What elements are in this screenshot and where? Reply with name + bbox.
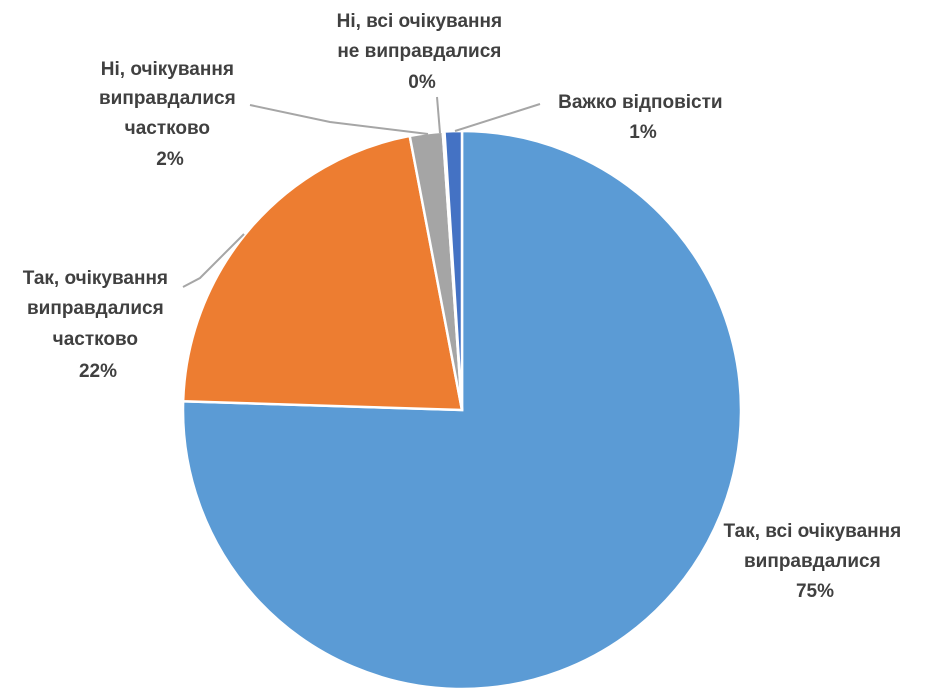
slice-label-line: частково <box>53 329 138 350</box>
leader-line-not-met <box>436 96 441 134</box>
slice-label-line: Ні, всі очікування <box>337 11 502 32</box>
slice-label-line: Важко відповісти <box>558 92 723 113</box>
slice-percent-label: 2% <box>156 149 184 170</box>
slice-percent-label: 0% <box>408 72 436 93</box>
leader-lines <box>182 96 541 288</box>
slice-label-fully-met: Так, всі очікування виправдалися 75% <box>724 521 907 602</box>
slice-label-line: виправдалися <box>27 298 164 319</box>
slice-label-line: виправдалися <box>744 551 881 572</box>
slice-label-not-met: Ні, всі очікування не виправдалися 0% <box>337 11 508 93</box>
slice-label-line: Ні, очікування <box>101 59 234 80</box>
pie-slice-hard-to-say <box>443 129 464 411</box>
slice-label-line: частково <box>125 118 210 139</box>
slice-label-partially-met: Так, очікування виправдалися частково 22… <box>23 268 174 382</box>
slice-label-line: Так, очікування <box>23 268 168 289</box>
slice-label-hard-to-say: Важко відповісти 1% <box>558 92 728 143</box>
leader-line-hard-to-say <box>454 103 541 132</box>
slice-percent-label: 1% <box>629 122 657 143</box>
leader-line-partial-yes <box>182 233 245 288</box>
leader-line-partial-no <box>249 104 429 135</box>
slice-percent-label: 22% <box>79 361 117 382</box>
slice-label-line: виправдалися <box>99 88 236 109</box>
pie-slice-partially-met <box>181 134 464 412</box>
slice-label-partially-not-met: Ні, очікування виправдалися частково 2% <box>99 59 241 170</box>
slice-label-line: Так, всі очікування <box>724 521 902 542</box>
slice-percent-label: 75% <box>796 581 834 602</box>
slice-label-line: не виправдалися <box>337 41 501 62</box>
pie-slices <box>181 129 743 689</box>
